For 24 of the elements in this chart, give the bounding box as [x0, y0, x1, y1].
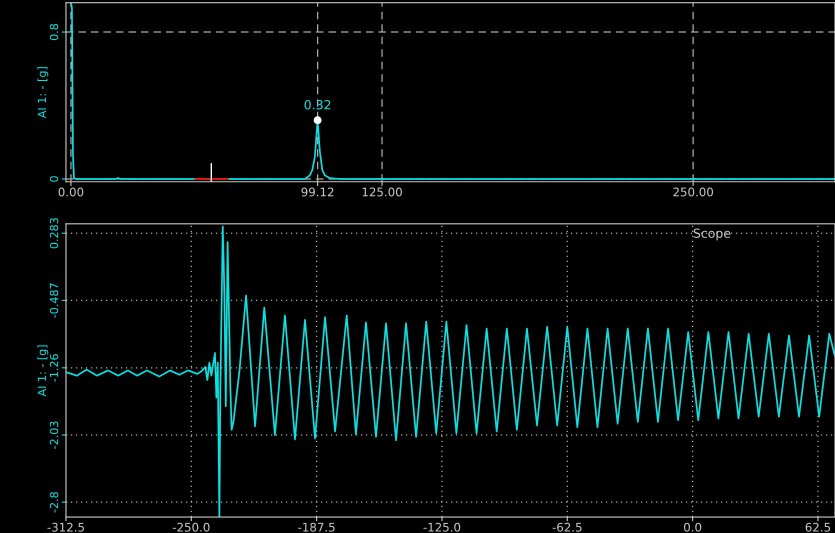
annotation: 0.32	[304, 100, 330, 110]
y-tick-label: -1.26	[50, 354, 58, 382]
y-tick-label: 0	[50, 176, 58, 182]
y-tick-label: -0.487	[50, 283, 58, 318]
y-tick-label: -2.03	[50, 422, 58, 449]
y-tick-label: -2.8	[50, 492, 58, 512]
x-tick-label: -187.5	[298, 522, 335, 532]
x-tick-label: 0.0	[684, 522, 702, 532]
x-tick-label: 250.00	[673, 188, 714, 196]
x-tick-label: -62.5	[552, 522, 582, 532]
x-tick-label: 62.5	[806, 522, 830, 532]
line-series	[66, 226, 835, 518]
x-tick-label: -250.0	[172, 522, 210, 532]
x-tick-label: 125.00	[362, 188, 402, 196]
x-tick-label: 99.12	[301, 188, 334, 196]
x-tick-label: 0.00	[58, 188, 84, 196]
y-tick-label: 0.8	[50, 24, 58, 40]
y-axis-title: AI 1: - [g]	[38, 345, 48, 396]
line-series	[70, 2, 835, 180]
x-tick-label: -125.0	[424, 522, 460, 532]
y-axis-title: AI 1: - [g]	[38, 67, 48, 118]
annotation: Scope	[694, 228, 730, 240]
x-tick-label: -312.5	[48, 522, 84, 532]
y-tick-label: 0.283	[50, 218, 58, 248]
